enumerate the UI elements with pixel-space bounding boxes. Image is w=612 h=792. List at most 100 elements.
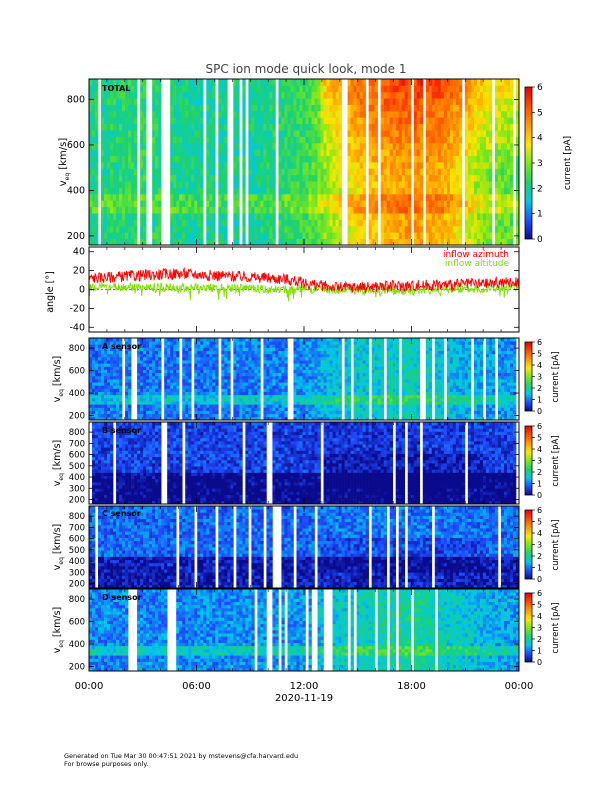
total-heatmap-cell <box>482 200 487 208</box>
a-heatmap-cell <box>89 341 93 345</box>
total-heatmap-cell <box>335 136 339 144</box>
total-heatmap-cell <box>311 98 315 105</box>
total-heatmap-cell <box>251 174 255 182</box>
a-heatmap-cell <box>152 375 156 380</box>
a-heatmap-cell <box>146 347 150 352</box>
total-heatmap-cell <box>482 155 487 163</box>
a-heatmap-cell <box>143 388 147 393</box>
total-heatmap-cell <box>413 91 418 99</box>
total-heatmap-cell <box>317 155 321 163</box>
total-heatmap-cell <box>170 130 174 137</box>
total-heatmap-cell <box>314 200 318 208</box>
total-heatmap-cell <box>155 232 159 240</box>
total-heatmap-cell <box>389 91 394 99</box>
total-heatmap-cell <box>287 110 291 118</box>
a-heatmap-cell <box>251 338 255 342</box>
a-heatmap-cell <box>275 363 279 367</box>
a-heatmap-cell <box>239 382 243 386</box>
a-heatmap-cell <box>266 369 270 374</box>
total-heatmap-cell <box>125 79 129 86</box>
a-heatmap-cell <box>203 375 207 380</box>
a-heatmap-cell <box>293 369 297 374</box>
total-heatmap-cell <box>425 225 430 233</box>
a-heatmap-cell <box>296 388 300 393</box>
total-heatmap-cell <box>473 187 478 195</box>
a-heatmap-cell <box>200 382 204 386</box>
a-heatmap-cell <box>170 350 174 355</box>
total-heatmap-cell <box>464 142 469 150</box>
total-heatmap-cell <box>401 232 406 240</box>
a-heatmap-cell <box>95 366 99 370</box>
total-heatmap-cell <box>314 91 318 99</box>
total-heatmap-cell <box>323 206 327 214</box>
total-heatmap-cell <box>134 187 138 195</box>
total-heatmap-cell <box>92 110 96 118</box>
a-heatmap-cell <box>263 407 267 411</box>
a-heatmap-cell <box>305 407 309 411</box>
total-heatmap-cell <box>494 200 499 208</box>
total-heatmap-cell <box>110 219 114 227</box>
total-heatmap-cell <box>458 213 463 220</box>
total-heatmap-cell <box>353 174 357 182</box>
total-heatmap-cell <box>323 225 327 233</box>
total-heatmap-cell <box>140 162 144 169</box>
a-heatmap-cell <box>263 360 267 364</box>
total-heatmap-cell <box>383 117 387 125</box>
total-heatmap-cell <box>92 174 96 182</box>
total-heatmap-cell <box>458 117 463 125</box>
a-heatmap-cell <box>107 382 111 386</box>
total-heatmap-cell <box>362 142 366 150</box>
a-heatmap-cell <box>95 356 99 361</box>
total-heatmap-cell <box>140 136 144 144</box>
total-heatmap-cell <box>515 117 519 125</box>
total-heatmap-cell <box>347 136 351 144</box>
a-heatmap-cell <box>254 353 258 358</box>
total-heatmap-cell <box>452 149 457 157</box>
total-heatmap-cell <box>425 232 430 240</box>
total-heatmap-cell <box>392 98 397 105</box>
total-heatmap-cell <box>224 123 228 131</box>
a-heatmap-cell <box>137 413 141 418</box>
a-heatmap-cell <box>149 404 153 408</box>
a-heatmap-cell <box>143 369 147 374</box>
total-heatmap-cell <box>359 219 363 227</box>
total-heatmap-cell <box>407 206 412 214</box>
a-heatmap-cell <box>242 385 246 389</box>
total-heatmap-cell <box>509 225 514 233</box>
a-heatmap-cell <box>101 410 105 415</box>
total-heatmap-cell <box>335 206 339 214</box>
a-heatmap-cell <box>143 407 147 411</box>
total-heatmap-cell <box>266 104 270 112</box>
total-y-tick-label: 800 <box>67 94 85 105</box>
total-heatmap-cell <box>221 213 225 220</box>
total-heatmap-cell <box>497 123 502 131</box>
total-heatmap-cell <box>305 213 309 220</box>
total-heatmap-cell <box>473 206 478 214</box>
total-heatmap-cell <box>413 219 418 227</box>
total-heatmap-cell <box>131 117 135 125</box>
a-heatmap-cell <box>266 410 270 415</box>
a-heatmap-cell <box>305 382 309 386</box>
a-heatmap-cell <box>113 385 117 389</box>
total-heatmap-cell <box>401 181 406 188</box>
total-heatmap-cell <box>440 193 445 201</box>
total-heatmap-cell <box>299 162 303 169</box>
a-heatmap-cell <box>176 338 180 342</box>
total-heatmap-cell <box>110 162 114 169</box>
total-heatmap-cell <box>140 181 144 188</box>
total-heatmap-cell <box>449 149 454 157</box>
a-heatmap-cell <box>209 385 213 389</box>
total-heatmap-cell <box>233 232 237 240</box>
a-heatmap-cell <box>92 363 96 367</box>
total-heatmap-cell <box>290 98 294 105</box>
total-heatmap-cell <box>266 155 270 163</box>
total-heatmap-cell <box>401 110 406 118</box>
a-heatmap-cell <box>110 369 114 374</box>
a-heatmap-cell <box>200 401 204 405</box>
a-heatmap-cell <box>245 369 249 374</box>
total-heatmap-cell <box>383 91 387 99</box>
total-heatmap-cell <box>419 181 424 188</box>
total-heatmap-cell <box>173 85 177 93</box>
a-heatmap-cell <box>182 344 186 348</box>
total-heatmap-cell <box>500 200 505 208</box>
